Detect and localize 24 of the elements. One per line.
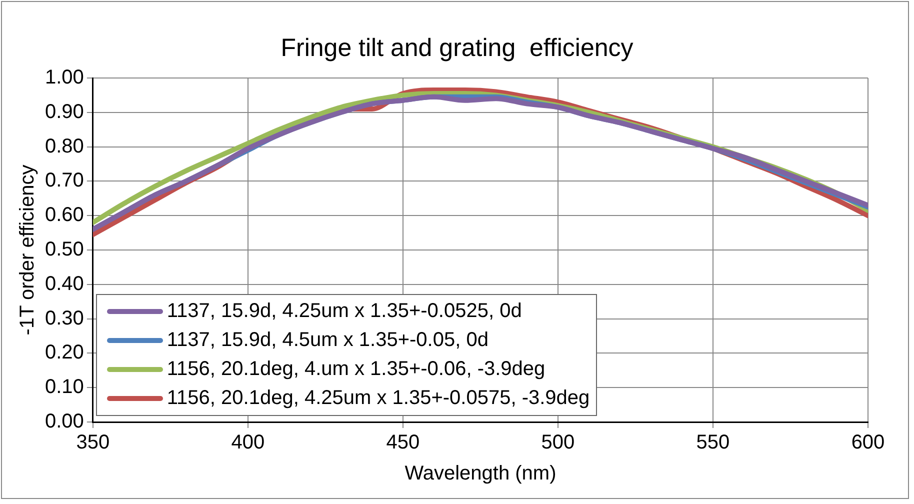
x-tick-label: 350 bbox=[76, 432, 110, 454]
y-tick-label: 0.80 bbox=[44, 135, 84, 158]
y-tick-label: 0.60 bbox=[44, 204, 84, 226]
x-tick-label: 600 bbox=[851, 432, 885, 454]
x-tick-label: 550 bbox=[696, 432, 730, 454]
y-tick-label: 1.00 bbox=[44, 66, 84, 89]
chart-title: Fringe tilt and grating efficiency bbox=[280, 34, 634, 62]
x-tick-label: 450 bbox=[386, 432, 420, 454]
x-axis-title: Wavelength (nm) bbox=[404, 462, 556, 485]
legend-label: 1156, 20.1deg, 4.25um x 1.35+-0.0575, -3.9deg bbox=[166, 386, 590, 411]
y-tick-label: 0.30 bbox=[44, 307, 84, 330]
y-axis-title: -1T order efficiency bbox=[16, 164, 39, 336]
x-tick-label: 500 bbox=[541, 432, 575, 454]
y-tick-label: 0.20 bbox=[44, 342, 84, 364]
y-tick-label: 0.10 bbox=[44, 376, 84, 398]
y-tick-label: 0.40 bbox=[44, 272, 84, 295]
y-tick-label: 0.00 bbox=[44, 410, 84, 433]
y-tick-label: 0.70 bbox=[44, 170, 84, 192]
legend-label: 1137, 15.9d, 4.5um x 1.35+-0.05, 0d bbox=[166, 328, 488, 353]
y-tick-label: 0.50 bbox=[44, 238, 84, 261]
legend-label: 1156, 20.1deg, 4.um x 1.35+-0.06, -3.9deg bbox=[166, 357, 546, 382]
y-tick-label: 0.90 bbox=[44, 100, 84, 123]
legend-label: 1137, 15.9d, 4.25um x 1.35+-0.0525, 0d bbox=[166, 299, 522, 324]
x-tick-label: 400 bbox=[231, 432, 265, 454]
